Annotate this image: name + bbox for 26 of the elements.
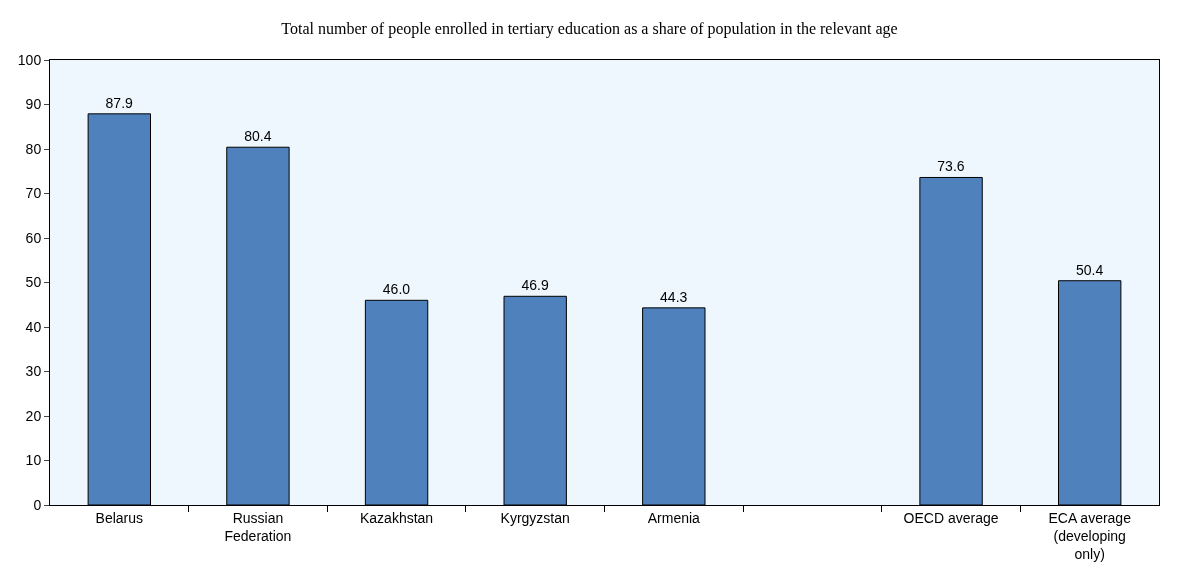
x-tick-label: Kyrgyzstan — [500, 509, 570, 526]
x-tick-label: ECA average (developing only) — [1048, 509, 1132, 563]
y-tick-label: 60 — [25, 229, 42, 246]
y-tick-label: 30 — [25, 363, 42, 380]
data-label: 80.4 — [244, 128, 272, 145]
y-tick-label: 50 — [25, 274, 42, 291]
x-tick-label: Belarus — [95, 509, 144, 526]
data-label: 73.6 — [937, 158, 965, 175]
y-tick-label: 0 — [33, 496, 42, 513]
data-label: 46.0 — [382, 281, 411, 298]
data-label: 50.4 — [1075, 261, 1104, 278]
y-tick-label: 10 — [25, 452, 42, 469]
x-tick-label: OECD average — [903, 509, 999, 526]
chart-title: Total number of people enrolled in tertiary education as a share of population in the relevant age — [281, 20, 898, 39]
x-tick-label: Russian Federation — [224, 509, 292, 544]
y-tick-label: 80 — [25, 140, 42, 157]
y-tick-label: 90 — [25, 96, 42, 113]
x-tick-label: Kazakhstan — [359, 509, 434, 526]
y-tick-label: 40 — [25, 318, 42, 335]
y-tick-label: 70 — [25, 185, 42, 202]
x-tick-label: Armenia — [647, 509, 701, 526]
y-tick-label: 20 — [25, 407, 42, 424]
data-label: 44.3 — [660, 288, 688, 305]
data-label: 46.9 — [521, 277, 549, 294]
y-tick-label: 100 — [17, 51, 42, 68]
data-label: 87.9 — [105, 94, 134, 111]
